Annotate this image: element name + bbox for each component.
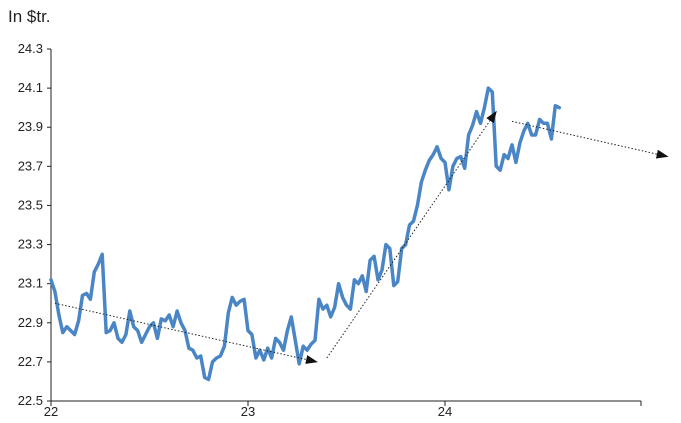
trend-arrow	[326, 110, 497, 359]
series-layer	[49, 86, 562, 382]
y-tick-label: 24.1	[18, 80, 43, 95]
y-tick-label: 23.7	[18, 158, 43, 173]
x-tick-label: 23	[241, 404, 255, 419]
trend-arrow	[511, 120, 669, 159]
trend-arrow	[54, 302, 318, 364]
y-tick-label: 23.1	[18, 276, 43, 291]
x-axis-ticks: 22 23 24	[44, 401, 642, 419]
x-tick-label: 24	[438, 404, 452, 419]
y-tick-label: 23.3	[18, 237, 43, 252]
y-tick-label: 22.5	[18, 393, 43, 408]
y-tick-label: 24.3	[18, 41, 43, 56]
y-tick-label: 22.7	[18, 354, 43, 369]
y-tick-label: 22.9	[18, 315, 43, 330]
series-line	[49, 86, 562, 382]
x-tick-label: 22	[44, 404, 58, 419]
y-tick-label: 23.9	[18, 119, 43, 134]
axes	[50, 49, 641, 402]
y-tick-label: 23.5	[18, 197, 43, 212]
trend-arrows	[54, 110, 669, 364]
unit-label: In $tr.	[8, 7, 51, 26]
y-axis-ticks: 22.5 22.7 22.9 23.1 23.3 23.5 23.7 23.9 24.1 24.3	[18, 41, 51, 408]
